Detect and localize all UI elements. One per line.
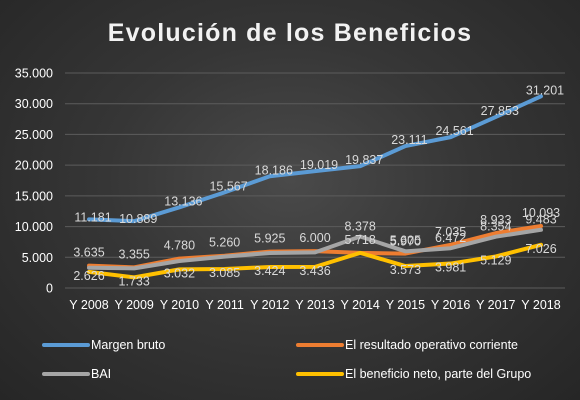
y-tick-label: 10.000 (15, 220, 53, 234)
data-label: 5.925 (254, 232, 285, 246)
x-tick-label: Y 2012 (250, 298, 289, 312)
y-tick-label: 20.000 (15, 159, 53, 173)
data-label: 10.093 (522, 206, 560, 220)
y-tick-label: 15.000 (15, 189, 53, 203)
series-lines (87, 94, 543, 280)
x-tick-label: Y 2018 (521, 298, 560, 312)
legend-label: El beneficio neto, parte del Grupo (345, 367, 531, 381)
y-tick-label: 5.000 (22, 251, 53, 265)
gridlines (65, 72, 565, 289)
data-label: 5.260 (209, 236, 240, 250)
series-line-4 (87, 242, 543, 280)
data-label: 10.889 (119, 212, 157, 226)
data-label: 8.354 (480, 220, 511, 234)
data-label: 11.181 (74, 210, 111, 224)
data-label: 1.733 (119, 274, 150, 288)
data-label: 3.355 (119, 247, 150, 261)
data-label: 18.186 (255, 163, 293, 177)
x-tick-label: Y 2017 (476, 298, 515, 312)
data-label: 7.035 (435, 225, 466, 239)
legend-label: El resultado operativo corriente (345, 338, 518, 352)
x-tick-label: Y 2015 (386, 298, 425, 312)
data-label: 3.436 (299, 264, 330, 278)
data-label: 8.378 (345, 220, 376, 234)
data-label: 4.780 (164, 239, 195, 253)
legend: Margen bruto El resultado operativo corri… (42, 338, 531, 381)
data-label: 23.111 (391, 133, 427, 147)
x-tick-label: Y 2013 (295, 298, 334, 312)
data-label: 5.718 (345, 233, 376, 247)
x-tick-label: Y 2008 (69, 298, 108, 312)
data-label: 5.970 (390, 234, 421, 248)
data-label: 6.000 (299, 231, 330, 245)
data-labels: 11.181 10.889 13.136 15.567 18.186 19.019 19.8… (73, 83, 564, 288)
data-label: 3.032 (164, 266, 195, 280)
x-axis-ticks: Y 2008 Y 2009 Y 2010 Y 2011 Y 2012 Y 2013 Y 20… (69, 298, 560, 312)
data-label: 9.483 (525, 213, 556, 227)
legend-label: Margen bruto (91, 338, 165, 352)
data-label: 19.837 (345, 153, 383, 167)
y-axis-ticks: 0 5.000 10.000 15.000 20.000 25.000 30.000 35.0… (15, 67, 53, 296)
chart-title: Evolución de los Beneficios (108, 19, 472, 47)
data-label: 3.635 (73, 246, 104, 260)
data-label: 27.853 (481, 104, 519, 118)
y-tick-label: 25.000 (15, 128, 53, 142)
x-tick-label: Y 2011 (205, 298, 244, 312)
data-label: 7.026 (525, 242, 556, 256)
data-label: 3.424 (254, 264, 285, 278)
x-tick-label: Y 2009 (114, 298, 153, 312)
legend-label: BAI (91, 367, 111, 381)
x-tick-label: Y 2010 (160, 298, 199, 312)
data-label: 5.605 (390, 234, 421, 248)
y-tick-label: 0 (46, 282, 53, 296)
x-tick-label: Y 2016 (431, 298, 470, 312)
data-label: 6.472 (435, 231, 466, 245)
data-label: 8.933 (480, 213, 511, 227)
series-line-3 (87, 227, 543, 271)
data-label: 2.626 (73, 269, 104, 283)
data-label: 13.136 (164, 194, 202, 208)
data-label: 3.981 (435, 261, 466, 275)
y-tick-label: 35.000 (15, 67, 53, 81)
y-tick-label: 30.000 (15, 97, 53, 111)
data-label: 24.561 (435, 124, 473, 138)
series-line-1 (87, 94, 543, 224)
data-label: 31.201 (526, 83, 564, 97)
data-label: 3.573 (390, 263, 421, 277)
data-label: 5.129 (480, 253, 511, 267)
data-label: 19.019 (300, 158, 338, 172)
data-label: 15.567 (209, 179, 247, 193)
data-label: 3.085 (209, 266, 240, 280)
x-tick-label: Y 2014 (340, 298, 379, 312)
